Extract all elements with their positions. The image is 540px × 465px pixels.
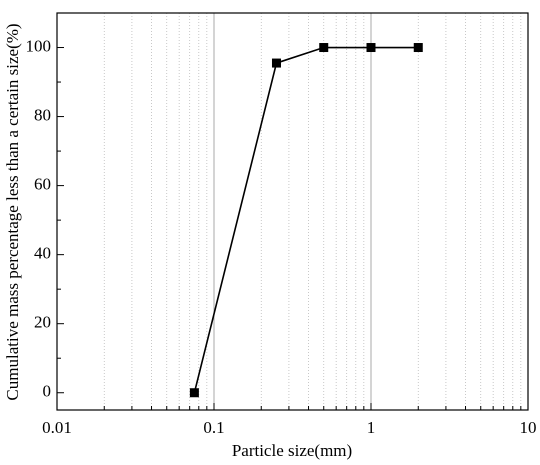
plot-frame [56, 12, 529, 411]
data-point [319, 43, 329, 53]
x-tick-label: 10 [520, 418, 537, 437]
data-point [413, 43, 423, 53]
data-point [189, 388, 199, 398]
y-tick-label: 60 [34, 175, 51, 194]
x-tick-label: 0.01 [42, 418, 72, 437]
data-point [271, 58, 281, 68]
y-axis-label: Cumulative mass percentage less than a c… [3, 23, 22, 400]
x-tick-label: 1 [367, 418, 376, 437]
y-tick-label: 40 [34, 244, 51, 263]
y-tick-label: 80 [34, 105, 51, 124]
y-tick-label: 20 [34, 313, 51, 332]
y-tick-label: 100 [26, 36, 52, 55]
x-tick-label: 0.1 [203, 418, 224, 437]
x-axis-label: Particle size(mm) [232, 441, 352, 460]
data-point [366, 43, 376, 53]
plot-area [57, 13, 528, 410]
y-tick-label: 0 [43, 382, 52, 401]
